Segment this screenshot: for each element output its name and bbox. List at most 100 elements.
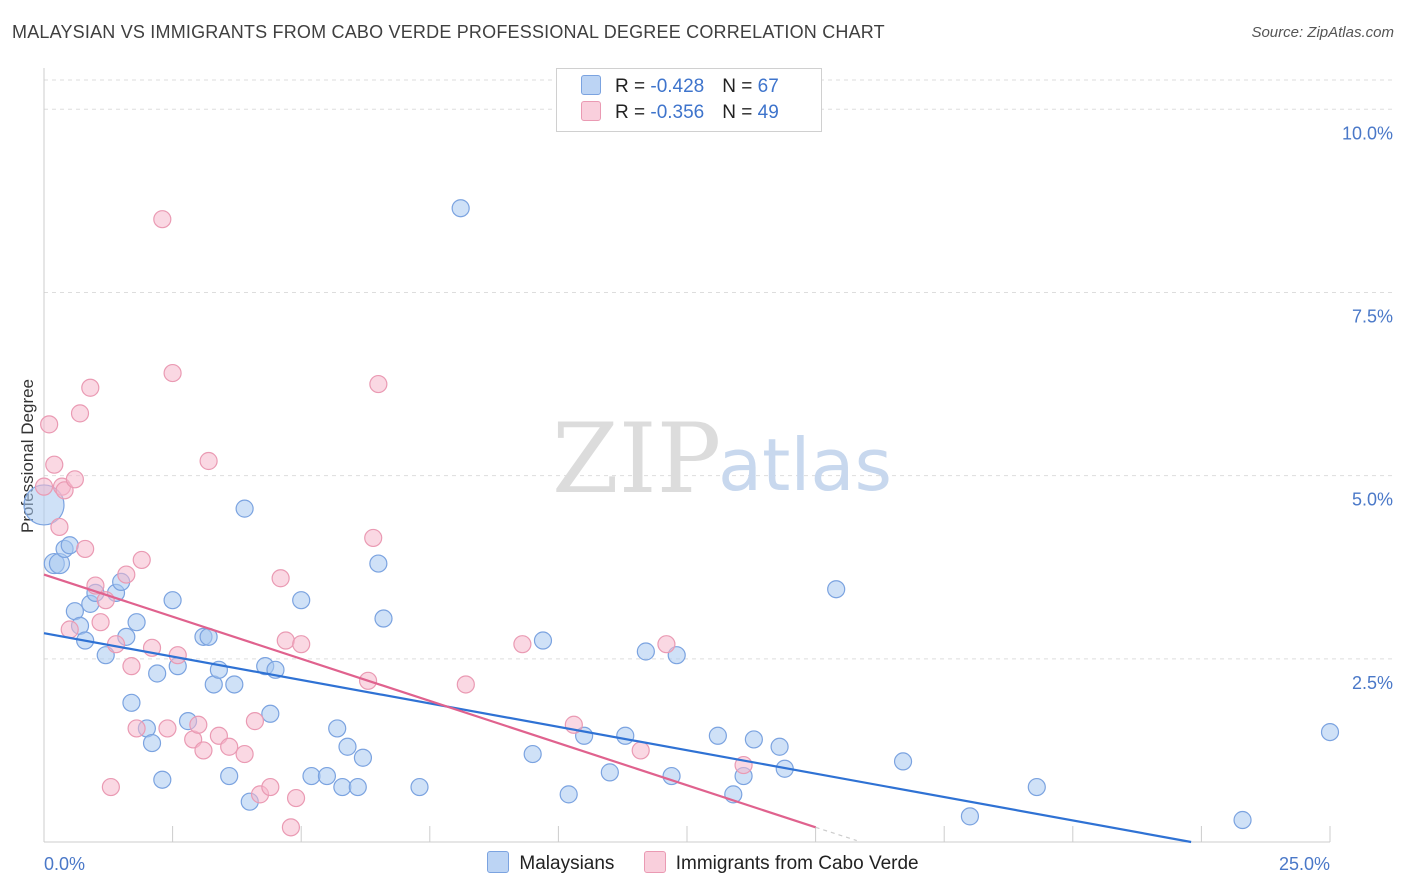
cabo-verde-swatch xyxy=(581,101,601,121)
point-cabo-verde xyxy=(101,777,120,797)
point-cabo-verde xyxy=(276,631,295,650)
point-malaysians xyxy=(122,693,141,712)
legend-item-cabo-verde[interactable]: Immigrants from Cabo Verde xyxy=(643,851,919,875)
point-malaysians xyxy=(317,766,337,786)
point-malaysians xyxy=(333,777,352,797)
point-malaysians xyxy=(770,737,789,756)
point-cabo-verde xyxy=(132,550,151,570)
point-cabo-verde xyxy=(91,613,110,632)
point-malaysians xyxy=(292,591,311,610)
trend-line-cabo-verde xyxy=(43,573,816,829)
y-tick-label: 2.5% xyxy=(1352,673,1393,693)
point-cabo-verde xyxy=(45,455,64,474)
point-cabo-verde xyxy=(199,451,218,471)
point-cabo-verde xyxy=(163,363,182,383)
point-cabo-verde xyxy=(168,646,187,665)
point-malaysians xyxy=(827,580,846,599)
point-cabo-verde xyxy=(122,657,141,676)
point-malaysians xyxy=(142,733,162,753)
n-value: 67 xyxy=(757,76,779,97)
point-malaysians xyxy=(261,704,280,723)
point-malaysians xyxy=(302,766,321,786)
point-cabo-verde xyxy=(281,818,301,837)
y-tick-label: 10.0% xyxy=(1342,123,1393,143)
point-malaysians xyxy=(374,609,393,628)
point-malaysians xyxy=(348,777,367,797)
point-cabo-verde xyxy=(235,744,254,764)
n-label: N = xyxy=(722,102,758,123)
point-malaysians xyxy=(127,613,146,632)
series-legend: Malaysians Immigrants from Cabo Verde xyxy=(0,851,1406,875)
point-cabo-verde xyxy=(364,528,383,548)
stats-row-malaysians: R = -0.428 N = 67 xyxy=(581,75,779,101)
point-malaysians xyxy=(410,777,429,797)
malaysians-swatch xyxy=(581,75,601,95)
point-malaysians xyxy=(600,763,619,782)
watermark: ZIP atlas xyxy=(552,403,892,515)
point-cabo-verde xyxy=(245,712,265,731)
point-malaysians xyxy=(559,785,578,804)
point-malaysians xyxy=(893,752,913,771)
point-cabo-verde xyxy=(631,741,650,760)
legend-label-malaysians: Malaysians xyxy=(519,853,615,874)
r-value: -0.356 xyxy=(650,102,705,123)
r-label: R = xyxy=(615,102,651,123)
point-malaysians xyxy=(148,664,167,683)
x-tick-label: 0.0% xyxy=(44,854,85,874)
trend-lines xyxy=(43,573,1192,844)
chart-title: MALAYSIAN VS IMMIGRANTS FROM CABO VERDE … xyxy=(12,22,885,42)
point-cabo-verde xyxy=(50,517,69,537)
point-malaysians xyxy=(523,744,542,764)
point-malaysians xyxy=(1027,777,1046,797)
point-cabo-verde xyxy=(81,378,100,397)
r-value: -0.428 xyxy=(650,76,705,97)
point-malaysians xyxy=(369,554,388,573)
point-malaysians xyxy=(328,719,347,738)
data-points xyxy=(23,199,1340,837)
point-cabo-verde xyxy=(271,569,290,588)
point-cabo-verde xyxy=(70,404,90,423)
point-malaysians xyxy=(960,807,980,826)
point-cabo-verde xyxy=(65,470,84,489)
y-tick-label: 5.0% xyxy=(1352,490,1393,510)
n-label: N = xyxy=(722,76,758,97)
point-malaysians xyxy=(163,591,182,610)
point-malaysians xyxy=(220,766,239,786)
grid-lines xyxy=(44,79,1392,660)
point-cabo-verde xyxy=(261,777,280,797)
source-label: Source: ZipAtlas.com xyxy=(1251,24,1394,41)
axes xyxy=(43,68,1331,843)
point-malaysians xyxy=(533,631,553,650)
n-value: 49 xyxy=(757,102,779,123)
point-malaysians xyxy=(225,675,244,694)
point-cabo-verde xyxy=(76,539,95,559)
r-label: R = xyxy=(615,76,651,97)
point-cabo-verde xyxy=(286,788,306,808)
point-cabo-verde xyxy=(292,635,311,654)
stats-row-cabo-verde: R = -0.356 N = 49 xyxy=(581,101,779,127)
point-malaysians xyxy=(616,726,635,745)
point-malaysians xyxy=(451,199,470,218)
point-malaysians xyxy=(1233,810,1252,830)
y-tick-label: 7.5% xyxy=(1352,306,1393,326)
point-cabo-verde xyxy=(34,477,54,496)
point-malaysians xyxy=(1320,722,1340,742)
point-malaysians xyxy=(744,730,763,749)
trend-line-malaysians xyxy=(43,632,1192,844)
point-cabo-verde xyxy=(194,741,213,760)
watermark-zip: ZIP xyxy=(552,403,721,515)
point-cabo-verde xyxy=(220,737,239,756)
point-cabo-verde xyxy=(158,719,177,738)
point-cabo-verde xyxy=(369,374,388,394)
legend-label-cabo-verde: Immigrants from Cabo Verde xyxy=(675,853,919,874)
point-malaysians xyxy=(235,499,254,518)
tick-labels: 2.5% 5.0% 7.5% 10.0% 0.0% 25.0% xyxy=(44,123,1393,874)
legend-item-malaysians[interactable]: Malaysians xyxy=(487,851,614,875)
point-cabo-verde xyxy=(513,635,532,654)
watermark-atlas: atlas xyxy=(718,423,892,507)
point-cabo-verde xyxy=(153,210,172,229)
point-cabo-verde xyxy=(657,635,676,654)
x-tick-label: 25.0% xyxy=(1279,854,1330,874)
point-malaysians xyxy=(353,748,373,767)
